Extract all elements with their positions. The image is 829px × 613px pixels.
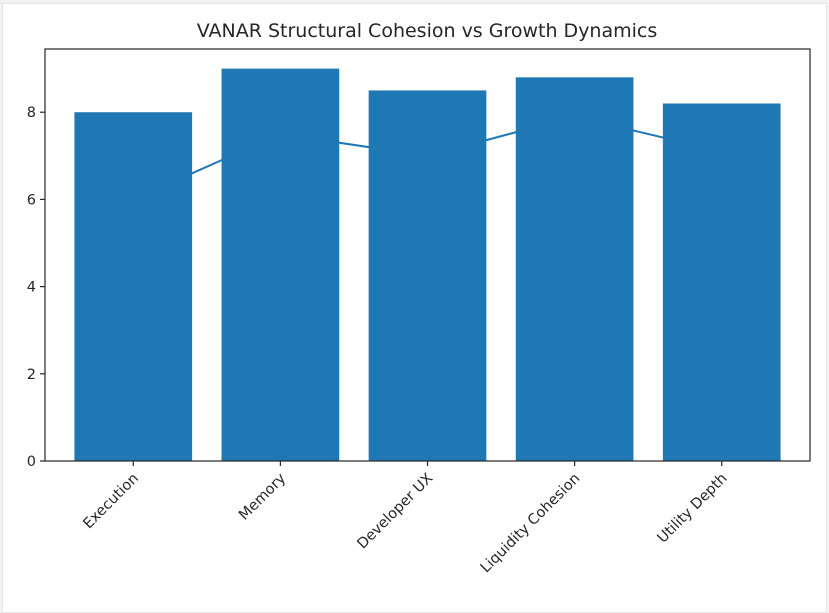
y-tick-label: 6 — [27, 192, 36, 208]
y-axis: 0 2 4 6 8 — [27, 105, 45, 470]
bar-memory — [221, 68, 340, 461]
y-tick-label: 0 — [27, 454, 36, 470]
bar-liquidity-cohesion — [515, 77, 634, 461]
bar-layer — [74, 68, 781, 462]
x-tick-label: Utility Depth — [655, 471, 731, 547]
bar-execution — [74, 112, 193, 462]
y-tick-label: 8 — [27, 105, 36, 121]
x-tick-label: Execution — [80, 471, 142, 533]
bar-utility-depth — [662, 103, 781, 462]
x-tick-label: Developer UX — [354, 470, 436, 552]
x-axis: Execution Memory Developer UX Liquidity Coh… — [80, 461, 731, 577]
x-tick-label: Liquidity Cohesion — [478, 471, 584, 577]
chart-title: VANAR Structural Cohesion vs Growth Dyna… — [197, 20, 658, 42]
y-tick-label: 2 — [27, 367, 36, 383]
x-tick-label: Memory — [236, 470, 289, 523]
y-tick-label: 4 — [27, 280, 36, 296]
bar-developer-ux — [368, 90, 487, 461]
